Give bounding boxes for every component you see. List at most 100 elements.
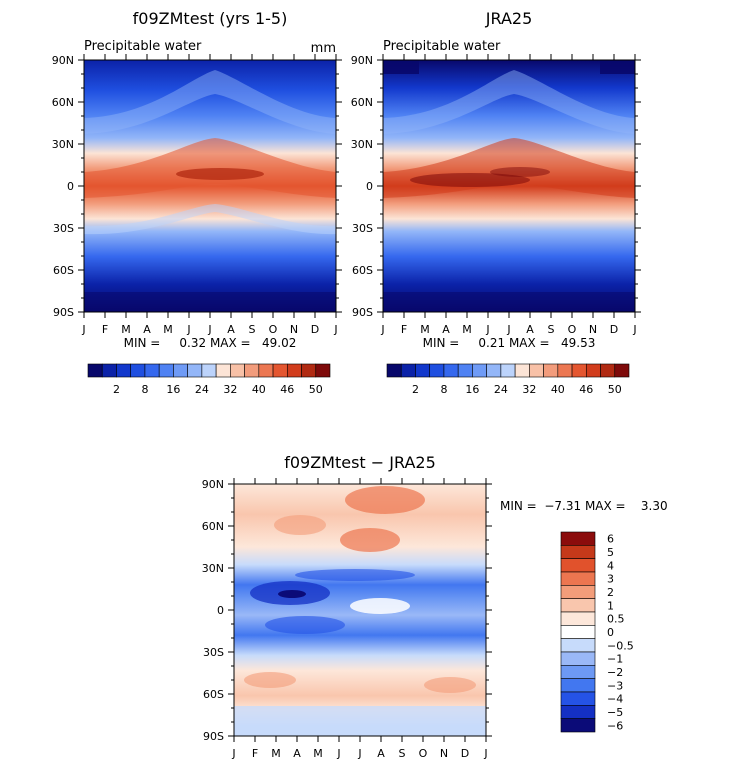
model-colorbar-swatch <box>201 363 217 378</box>
diff-ytick: 30N <box>202 562 224 575</box>
obs-colorbar-swatch <box>557 363 573 378</box>
obs-xtick: O <box>568 323 577 336</box>
obs-x-axis: J F M A M J J A S O N D J <box>380 323 636 336</box>
model-colorbar-label: 2 <box>113 383 120 396</box>
obs-colorbar-swatch <box>457 363 473 378</box>
diff-xtick: J <box>336 747 340 760</box>
model-ytick: 30S <box>53 222 74 235</box>
diff-colorbar-label: 1 <box>607 599 614 612</box>
model-colorbar-swatch <box>130 363 146 378</box>
diff-colorbar-label: 3 <box>607 573 614 586</box>
obs-xtick: J <box>632 323 636 336</box>
diff-colorbar-swatch <box>560 558 596 573</box>
diff-xtick: M <box>313 747 323 760</box>
diff-colorbar-label: 0.5 <box>607 613 625 626</box>
model-xtick: N <box>290 323 298 336</box>
model-ytick: 60S <box>53 264 74 277</box>
obs-colorbar-swatch <box>571 363 587 378</box>
diff-title: f09ZMtest − JRA25 <box>284 453 436 472</box>
obs-minmax: MIN = 0.21 MAX = 49.53 <box>423 336 596 350</box>
diff-xtick: J <box>231 747 235 760</box>
diff-xtick: D <box>461 747 469 760</box>
model-xtick: J <box>333 323 337 336</box>
obs-ytick: 30S <box>352 222 373 235</box>
panel-model: f09ZMtest (yrs 1-5) Precipitable water m… <box>52 9 338 350</box>
obs-xtick: J <box>485 323 489 336</box>
obs-colorbar: 2 8 16 24 32 40 46 50 <box>386 363 630 396</box>
diff-colorbar-label: 4 <box>607 559 614 572</box>
obs-colorbar-label: 32 <box>522 383 536 396</box>
model-ytick: 90N <box>52 54 74 67</box>
model-colorbar-label: 32 <box>223 383 237 396</box>
model-colorbar-swatch <box>258 363 274 378</box>
model-colorbar-swatch <box>173 363 188 378</box>
diff-colorbar-label: 2 <box>607 586 614 599</box>
model-colorbar-label: 40 <box>252 383 266 396</box>
diff-colorbar-swatch <box>560 585 596 599</box>
diff-colorbar-swatch <box>560 678 596 693</box>
diff-y-axis: 90N 60N 30N 0 30S 60S 90S <box>202 478 224 743</box>
obs-xtick: A <box>442 323 450 336</box>
model-units: mm <box>311 41 336 56</box>
model-ytick: 30N <box>52 138 74 151</box>
diff-colorbar-label: −2 <box>607 666 623 679</box>
diff-minmax: MIN = −7.31 MAX = 3.30 <box>500 499 668 513</box>
diff-colorbar-swatch <box>560 531 596 546</box>
obs-ytick: 90N <box>351 54 373 67</box>
obs-xtick: M <box>462 323 472 336</box>
model-colorbar-swatch <box>315 363 331 378</box>
model-xtick: O <box>269 323 278 336</box>
obs-xtick: J <box>506 323 510 336</box>
obs-colorbar-swatch <box>529 363 544 378</box>
model-colorbar-swatch <box>158 363 174 378</box>
diff-colorbar-label: −6 <box>607 719 623 732</box>
obs-colorbar-label: 24 <box>494 383 508 396</box>
obs-colorbar-label: 46 <box>579 383 593 396</box>
obs-xtick: M <box>420 323 430 336</box>
obs-colorbar-swatch <box>400 363 416 378</box>
diff-heatmap <box>234 484 486 736</box>
diff-xtick: O <box>419 747 428 760</box>
model-colorbar-label: 50 <box>309 383 323 396</box>
diff-xtick: J <box>357 747 361 760</box>
model-xtick: J <box>207 323 211 336</box>
model-ytick: 0 <box>67 180 74 193</box>
obs-heatmap <box>383 60 635 312</box>
diff-xtick: J <box>483 747 487 760</box>
model-xtick: F <box>102 323 108 336</box>
axis-ticks <box>78 54 641 742</box>
obs-colorbar-swatch <box>472 363 487 378</box>
obs-xtick: N <box>589 323 597 336</box>
model-colorbar-swatch <box>144 363 160 378</box>
obs-colorbar-swatch <box>514 363 530 378</box>
diff-colorbar-swatch <box>560 625 596 639</box>
model-x-axis: J F M A M J J A S O N D J <box>81 323 337 336</box>
diff-xtick: F <box>252 747 258 760</box>
diff-colorbar-swatch <box>560 571 596 586</box>
obs-ytick: 0 <box>366 180 373 193</box>
diff-colorbar-swatch <box>560 665 596 679</box>
diff-ytick: 90N <box>202 478 224 491</box>
diff-colorbar-swatch <box>560 611 596 626</box>
obs-ytick: 60S <box>352 264 373 277</box>
obs-colorbar-swatch <box>486 363 502 378</box>
diff-colorbar-label: 5 <box>607 546 614 559</box>
model-colorbar-swatch <box>244 363 260 378</box>
obs-y-axis: 90N 60N 30N 0 30S 60S 90S <box>351 54 373 319</box>
obs-colorbar-swatch <box>443 363 459 378</box>
model-y-axis: 90N 60N 30N 0 30S 60S 90S <box>52 54 74 319</box>
model-colorbar: 2 8 16 24 32 40 46 50 <box>87 363 331 396</box>
obs-xtick: F <box>401 323 407 336</box>
obs-ytick: 30N <box>351 138 373 151</box>
diff-colorbar-label: 6 <box>607 533 614 546</box>
obs-colorbar-swatch <box>543 363 559 378</box>
model-xtick: M <box>163 323 173 336</box>
model-colorbar-swatch <box>101 363 117 378</box>
diff-colorbar-swatch <box>560 691 596 706</box>
obs-colorbar-swatch <box>429 363 445 378</box>
model-xtick: A <box>227 323 235 336</box>
diff-xtick: A <box>377 747 385 760</box>
diff-ytick: 0 <box>217 604 224 617</box>
